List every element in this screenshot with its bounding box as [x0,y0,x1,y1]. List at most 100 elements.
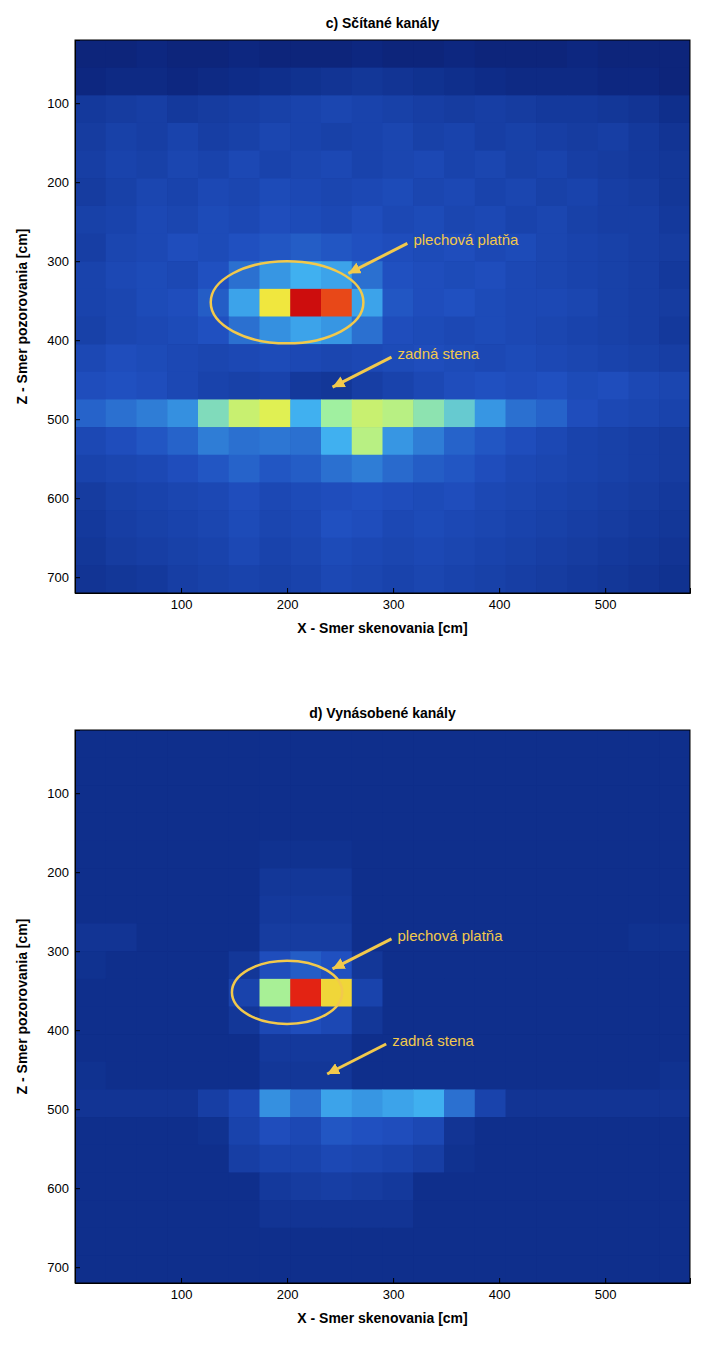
heat-cell [290,68,321,96]
heat-cell [444,565,475,593]
heat-cell [567,399,598,427]
heat-cell [352,206,383,234]
heat-cell [137,1007,168,1035]
heat-cell [260,1200,291,1228]
heat-cell [413,1255,444,1283]
heat-cell [137,1034,168,1062]
heat-cell [352,758,383,786]
heat-cell [229,40,260,68]
heat-cell [167,95,198,123]
heat-cell [536,372,567,400]
heat-cell [475,1255,506,1283]
heat-cell [383,261,414,289]
heat-cell [475,538,506,566]
heat-cell [506,1034,537,1062]
heat-cell [167,813,198,841]
heat-cell [629,896,660,924]
heat-cell [413,455,444,483]
heat-cell [352,178,383,206]
heat-cell [260,1172,291,1200]
heat-cell [567,482,598,510]
heat-cell [352,289,383,317]
heat-cell [598,1255,629,1283]
heat-cell [567,372,598,400]
heat-cell [229,1007,260,1035]
heat-cell [598,1034,629,1062]
heat-cell [198,1089,229,1117]
heat-cell [629,123,660,151]
heat-cell [352,399,383,427]
heat-cell [567,344,598,372]
heat-cell [536,206,567,234]
heat-cell [629,538,660,566]
heat-cell [137,289,168,317]
heat-cell [260,399,291,427]
y-tick-label: 100 [47,96,69,111]
heat-cell [167,40,198,68]
heat-cell [659,924,690,952]
heat-cell [229,95,260,123]
heat-cell [413,40,444,68]
heat-cell [75,399,106,427]
heat-cell [383,40,414,68]
y-axis-line [76,731,81,1284]
heat-cell [229,896,260,924]
heat-cell [629,1255,660,1283]
heat-cell [106,1089,137,1117]
heat-cell [598,399,629,427]
heat-cell [413,289,444,317]
heat-cell [167,785,198,813]
heat-cell [229,510,260,538]
heat-cell [352,1062,383,1090]
panel: 100200300400500100200300400500600700c) S… [14,15,691,636]
heat-cell [167,1062,198,1090]
heat-cell [629,785,660,813]
heat-cell [260,261,291,289]
annotation-arrow [332,357,391,387]
heat-cell [167,206,198,234]
heat-cell [475,178,506,206]
heat-cell [598,123,629,151]
heat-cell [75,344,106,372]
heat-cell [260,951,291,979]
heat-cell [383,813,414,841]
heat-cell [198,951,229,979]
x-tick-label: 400 [489,597,511,612]
heat-cell [444,123,475,151]
heat-cell [444,868,475,896]
heat-cell [475,427,506,455]
heat-cell [321,565,352,593]
heat-cell [167,979,198,1007]
heat-cell [352,896,383,924]
heat-cell [567,813,598,841]
y-tick: 300 [47,254,80,269]
heat-cell [75,261,106,289]
heat-cell [444,1172,475,1200]
heat-cell [352,455,383,483]
heat-cell [598,979,629,1007]
heat-cell [659,1117,690,1145]
heat-cell [260,455,291,483]
heat-cell [383,123,414,151]
heat-cell [567,289,598,317]
heat-cell [567,951,598,979]
heat-cell [229,123,260,151]
heat-cell [536,123,567,151]
heat-cell [629,206,660,234]
heat-cell [536,565,567,593]
heat-cell [352,730,383,758]
heat-cell [536,68,567,96]
y-axis: 100200300400500600700 [47,731,80,1284]
heat-cell [290,95,321,123]
heat-cell [659,482,690,510]
heat-cell [444,730,475,758]
heat-cell [475,123,506,151]
heat-cell [413,1062,444,1090]
cells [75,40,690,593]
heat-cell [444,178,475,206]
heat-cell [383,151,414,179]
heat-cell [260,730,291,758]
heat-cell [413,565,444,593]
heat-cell [167,1200,198,1228]
heat-cell [659,1062,690,1090]
